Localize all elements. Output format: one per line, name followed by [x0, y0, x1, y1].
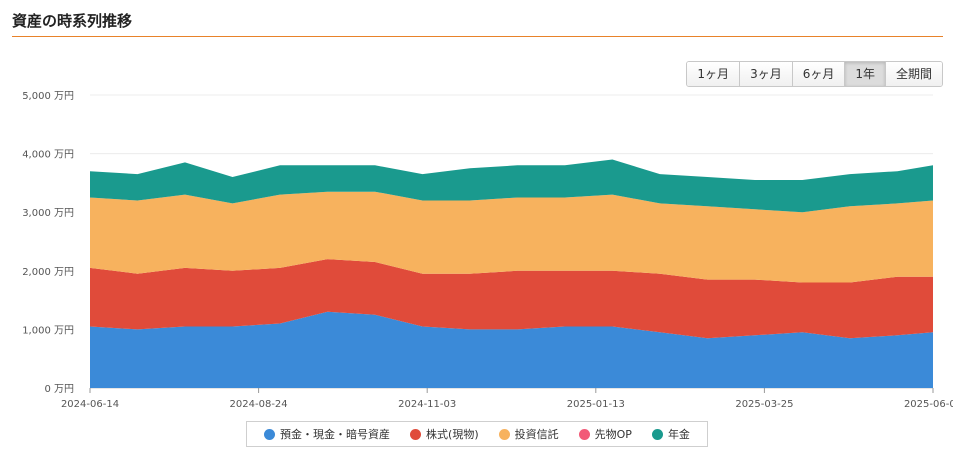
title-divider	[12, 36, 943, 37]
legend-marker-icon	[498, 428, 510, 440]
x-tick-label: 2024-06-14	[61, 399, 119, 410]
area-series-1	[90, 259, 933, 339]
legend-label: 年金	[667, 428, 690, 441]
area-series-2	[90, 191, 933, 283]
y-tick-label: 0 万円	[44, 384, 74, 395]
range-selector: 1ヶ月 3ヶ月 6ヶ月 1年 全期間	[686, 61, 943, 87]
legend-label: 先物OP	[594, 428, 632, 441]
legend-marker-icon	[651, 428, 663, 440]
x-tick-label: 2025-03-25	[735, 399, 793, 410]
legend-label: 投資信託	[514, 428, 559, 441]
legend-marker-icon	[264, 428, 276, 440]
legend-marker-icon	[578, 428, 590, 440]
y-tick-label: 2,000 万円	[22, 267, 74, 278]
legend-label: 預金・現金・暗号資産	[280, 428, 391, 441]
page-title: 資産の時系列推移	[12, 12, 133, 30]
area-series-0	[90, 311, 933, 388]
range-button-3m[interactable]: 3ヶ月	[740, 62, 793, 86]
y-tick-label: 5,000 万円	[22, 91, 74, 102]
legend-item-pension[interactable]: 年金	[651, 426, 690, 442]
range-button-6m[interactable]: 6ヶ月	[792, 62, 846, 86]
legend-item-funds[interactable]: 投資信託	[498, 426, 559, 442]
legend-label: 株式(現物)	[426, 428, 479, 441]
legend-item-futures[interactable]: 先物OP	[578, 426, 632, 442]
x-tick-label: 2025-06-04	[904, 399, 953, 410]
range-button-1y[interactable]: 1年	[845, 62, 886, 86]
range-button-1m[interactable]: 1ヶ月	[687, 62, 741, 86]
y-tick-label: 4,000 万円	[22, 150, 74, 161]
range-button-all[interactable]: 全期間	[885, 62, 942, 86]
x-tick-label: 2024-08-24	[230, 399, 288, 410]
legend-item-stocks[interactable]: 株式(現物)	[410, 426, 479, 442]
legend-item-deposits[interactable]: 預金・現金・暗号資産	[264, 426, 390, 442]
y-tick-label: 3,000 万円	[22, 208, 74, 219]
y-tick-label: 1,000 万円	[22, 325, 74, 336]
area-series-4	[90, 159, 933, 213]
asset-area-chart: 0 万円 1,000 万円 2,000 万円 3,000 万円 4,000 万円 5,00…	[22, 91, 953, 410]
legend-marker-icon	[410, 428, 422, 440]
x-tick-label: 2024-11-03	[398, 399, 456, 410]
chart-legend: 預金・現金・暗号資産 株式(現物) 投資信託 先物OP 年金	[246, 421, 708, 447]
x-tick-label: 2025-01-13	[567, 399, 625, 410]
